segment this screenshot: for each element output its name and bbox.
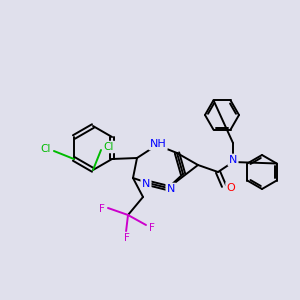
Text: F: F — [149, 223, 155, 233]
Text: N: N — [229, 155, 237, 165]
Text: F: F — [124, 233, 130, 243]
Text: O: O — [226, 183, 236, 193]
Text: N: N — [167, 184, 175, 194]
Text: Cl: Cl — [41, 144, 51, 154]
Text: Cl: Cl — [104, 142, 114, 152]
Text: N: N — [142, 179, 150, 189]
Text: NH: NH — [150, 139, 166, 149]
Text: F: F — [99, 204, 105, 214]
